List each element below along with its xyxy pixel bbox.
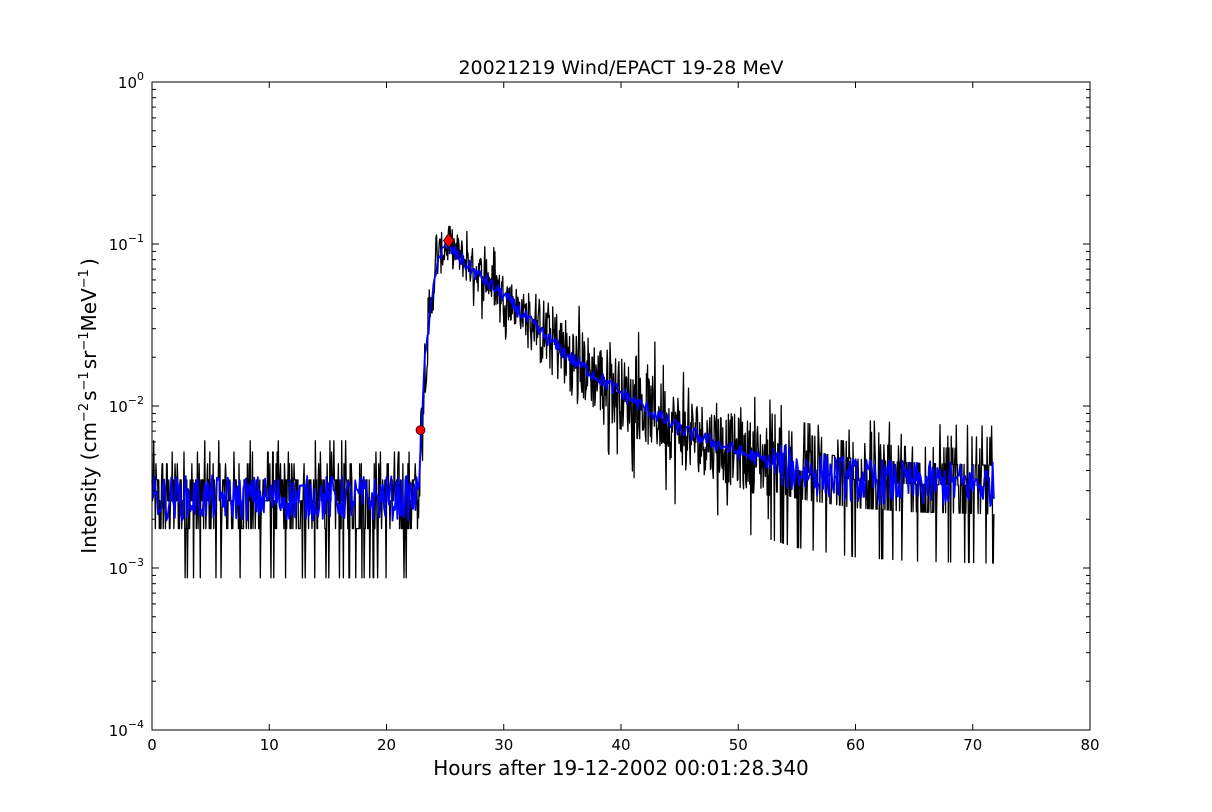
peak-marker [442,232,455,249]
chart-title: 20021219 Wind/EPACT 19-28 MeV [458,57,783,79]
y-axis-label-sup4: −1 [77,269,92,288]
x-axis: 0 10 20 30 40 50 60 70 80 [147,82,1100,754]
y-axis: 10−4 10−3 10−2 10−1 100 [109,70,1090,740]
y-axis-label-suffix: ) [77,258,101,266]
x-tick-label: 10 [260,736,279,754]
y-tick-label: 10−4 [109,718,144,740]
raw-intensity-line [151,225,995,579]
x-tick-label: 40 [611,736,630,754]
y-axis-label: Intensity (cm−2s−1sr−1MeV−1) [77,258,101,554]
x-tick-label: 0 [147,736,157,754]
x-tick-label: 30 [494,736,513,754]
y-tick-label: 100 [118,70,144,92]
plot-area [151,225,995,579]
y-axis-label-sup2: −1 [77,371,92,390]
x-tick-label: 20 [377,736,396,754]
y-axis-label-prefix: Intensity (cm [77,422,101,554]
y-axis-label-sup3: −1 [77,331,92,350]
y-tick-label: 10−1 [109,232,144,254]
x-tick-label: 70 [963,736,982,754]
x-tick-label: 60 [846,736,865,754]
x-tick-label: 80 [1080,736,1099,754]
y-axis-label-mev: MeV [77,288,101,332]
y-axis-label-s: s [77,390,101,400]
y-axis-label-sup1: −2 [77,403,92,422]
x-tick-label: 50 [729,736,748,754]
y-axis-label-sr: sr [77,350,101,369]
y-tick-label: 10−2 [109,394,144,416]
x-axis-label: Hours after 19-12-2002 00:01:28.340 [433,756,809,780]
y-tick-label: 10−3 [109,556,144,578]
smoothed-intensity-line [151,241,995,522]
onset-marker [415,425,426,435]
